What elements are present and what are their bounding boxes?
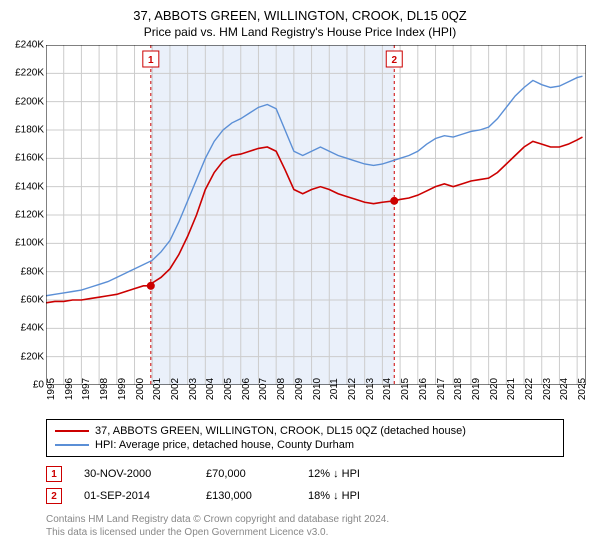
y-tick-label: £200K <box>4 96 44 107</box>
y-tick-label: £180K <box>4 125 44 136</box>
x-tick-label: 2007 <box>258 378 269 400</box>
marker-price: £70,000 <box>206 468 286 480</box>
x-tick-label: 2000 <box>135 378 146 400</box>
x-tick-label: 2003 <box>188 378 199 400</box>
x-tick-label: 2014 <box>382 378 393 400</box>
legend: 37, ABBOTS GREEN, WILLINGTON, CROOK, DL1… <box>46 419 564 457</box>
x-tick-label: 2017 <box>436 378 447 400</box>
y-tick-label: £240K <box>4 40 44 51</box>
x-axis: 1995199619971998199920002001200220032004… <box>46 385 586 415</box>
x-tick-label: 1996 <box>64 378 75 400</box>
x-tick-label: 2016 <box>418 378 429 400</box>
chart-title-subtitle: Price paid vs. HM Land Registry's House … <box>0 23 600 45</box>
legend-swatch <box>55 430 89 432</box>
x-tick-label: 2010 <box>312 378 323 400</box>
y-tick-label: £100K <box>4 238 44 249</box>
marker-row: 2 01-SEP-2014 £130,000 18% ↓ HPI <box>46 485 564 507</box>
x-tick-label: 2008 <box>276 378 287 400</box>
footnote-line: Contains HM Land Registry data © Crown c… <box>46 513 564 526</box>
x-tick-label: 2001 <box>152 378 163 400</box>
y-tick-label: £20K <box>4 351 44 362</box>
legend-label: HPI: Average price, detached house, Coun… <box>95 439 354 451</box>
x-tick-label: 1999 <box>117 378 128 400</box>
x-tick-label: 2015 <box>400 378 411 400</box>
marker-diff: 12% ↓ HPI <box>308 468 408 480</box>
y-tick-label: £140K <box>4 181 44 192</box>
x-tick-label: 2011 <box>329 378 340 400</box>
chart-title-address: 37, ABBOTS GREEN, WILLINGTON, CROOK, DL1… <box>0 0 600 23</box>
y-tick-label: £60K <box>4 295 44 306</box>
y-axis: £0£20K£40K£60K£80K£100K£120K£140K£160K£1… <box>0 45 44 385</box>
marker-price: £130,000 <box>206 490 286 502</box>
y-tick-label: £220K <box>4 68 44 79</box>
y-tick-label: £40K <box>4 323 44 334</box>
x-tick-label: 2022 <box>524 378 535 400</box>
x-tick-label: 2009 <box>294 378 305 400</box>
y-tick-label: £80K <box>4 266 44 277</box>
footnote: Contains HM Land Registry data © Crown c… <box>46 513 564 539</box>
x-tick-label: 2012 <box>347 378 358 400</box>
y-tick-label: £120K <box>4 210 44 221</box>
y-tick-label: £0 <box>4 380 44 391</box>
x-tick-label: 2018 <box>453 378 464 400</box>
svg-text:2: 2 <box>391 55 397 66</box>
chart-plot: 12 <box>46 45 586 385</box>
x-tick-label: 2013 <box>365 378 376 400</box>
marker-date: 01-SEP-2014 <box>84 490 184 502</box>
x-tick-label: 2024 <box>559 378 570 400</box>
x-tick-label: 2020 <box>489 378 500 400</box>
marker-table: 1 30-NOV-2000 £70,000 12% ↓ HPI 2 01-SEP… <box>46 463 564 507</box>
x-tick-label: 2002 <box>170 378 181 400</box>
chart-area: £0£20K£40K£60K£80K£100K£120K£140K£160K£1… <box>36 45 596 415</box>
footnote-line: This data is licensed under the Open Gov… <box>46 526 564 539</box>
legend-item-property: 37, ABBOTS GREEN, WILLINGTON, CROOK, DL1… <box>55 424 555 438</box>
marker-number-box: 2 <box>46 488 62 504</box>
x-tick-label: 1997 <box>81 378 92 400</box>
y-tick-label: £160K <box>4 153 44 164</box>
x-tick-label: 2021 <box>506 378 517 400</box>
marker-row: 1 30-NOV-2000 £70,000 12% ↓ HPI <box>46 463 564 485</box>
marker-diff: 18% ↓ HPI <box>308 490 408 502</box>
x-tick-label: 2019 <box>471 378 482 400</box>
x-tick-label: 2005 <box>223 378 234 400</box>
svg-text:1: 1 <box>148 55 154 66</box>
x-tick-label: 1998 <box>99 378 110 400</box>
x-tick-label: 2023 <box>542 378 553 400</box>
x-tick-label: 2004 <box>205 378 216 400</box>
x-tick-label: 2025 <box>577 378 588 400</box>
x-tick-label: 2006 <box>241 378 252 400</box>
legend-label: 37, ABBOTS GREEN, WILLINGTON, CROOK, DL1… <box>95 425 466 437</box>
x-tick-label: 1995 <box>46 378 57 400</box>
marker-number-box: 1 <box>46 466 62 482</box>
legend-item-hpi: HPI: Average price, detached house, Coun… <box>55 438 555 452</box>
legend-swatch <box>55 444 89 446</box>
chart-container: 37, ABBOTS GREEN, WILLINGTON, CROOK, DL1… <box>0 0 600 560</box>
marker-date: 30-NOV-2000 <box>84 468 184 480</box>
